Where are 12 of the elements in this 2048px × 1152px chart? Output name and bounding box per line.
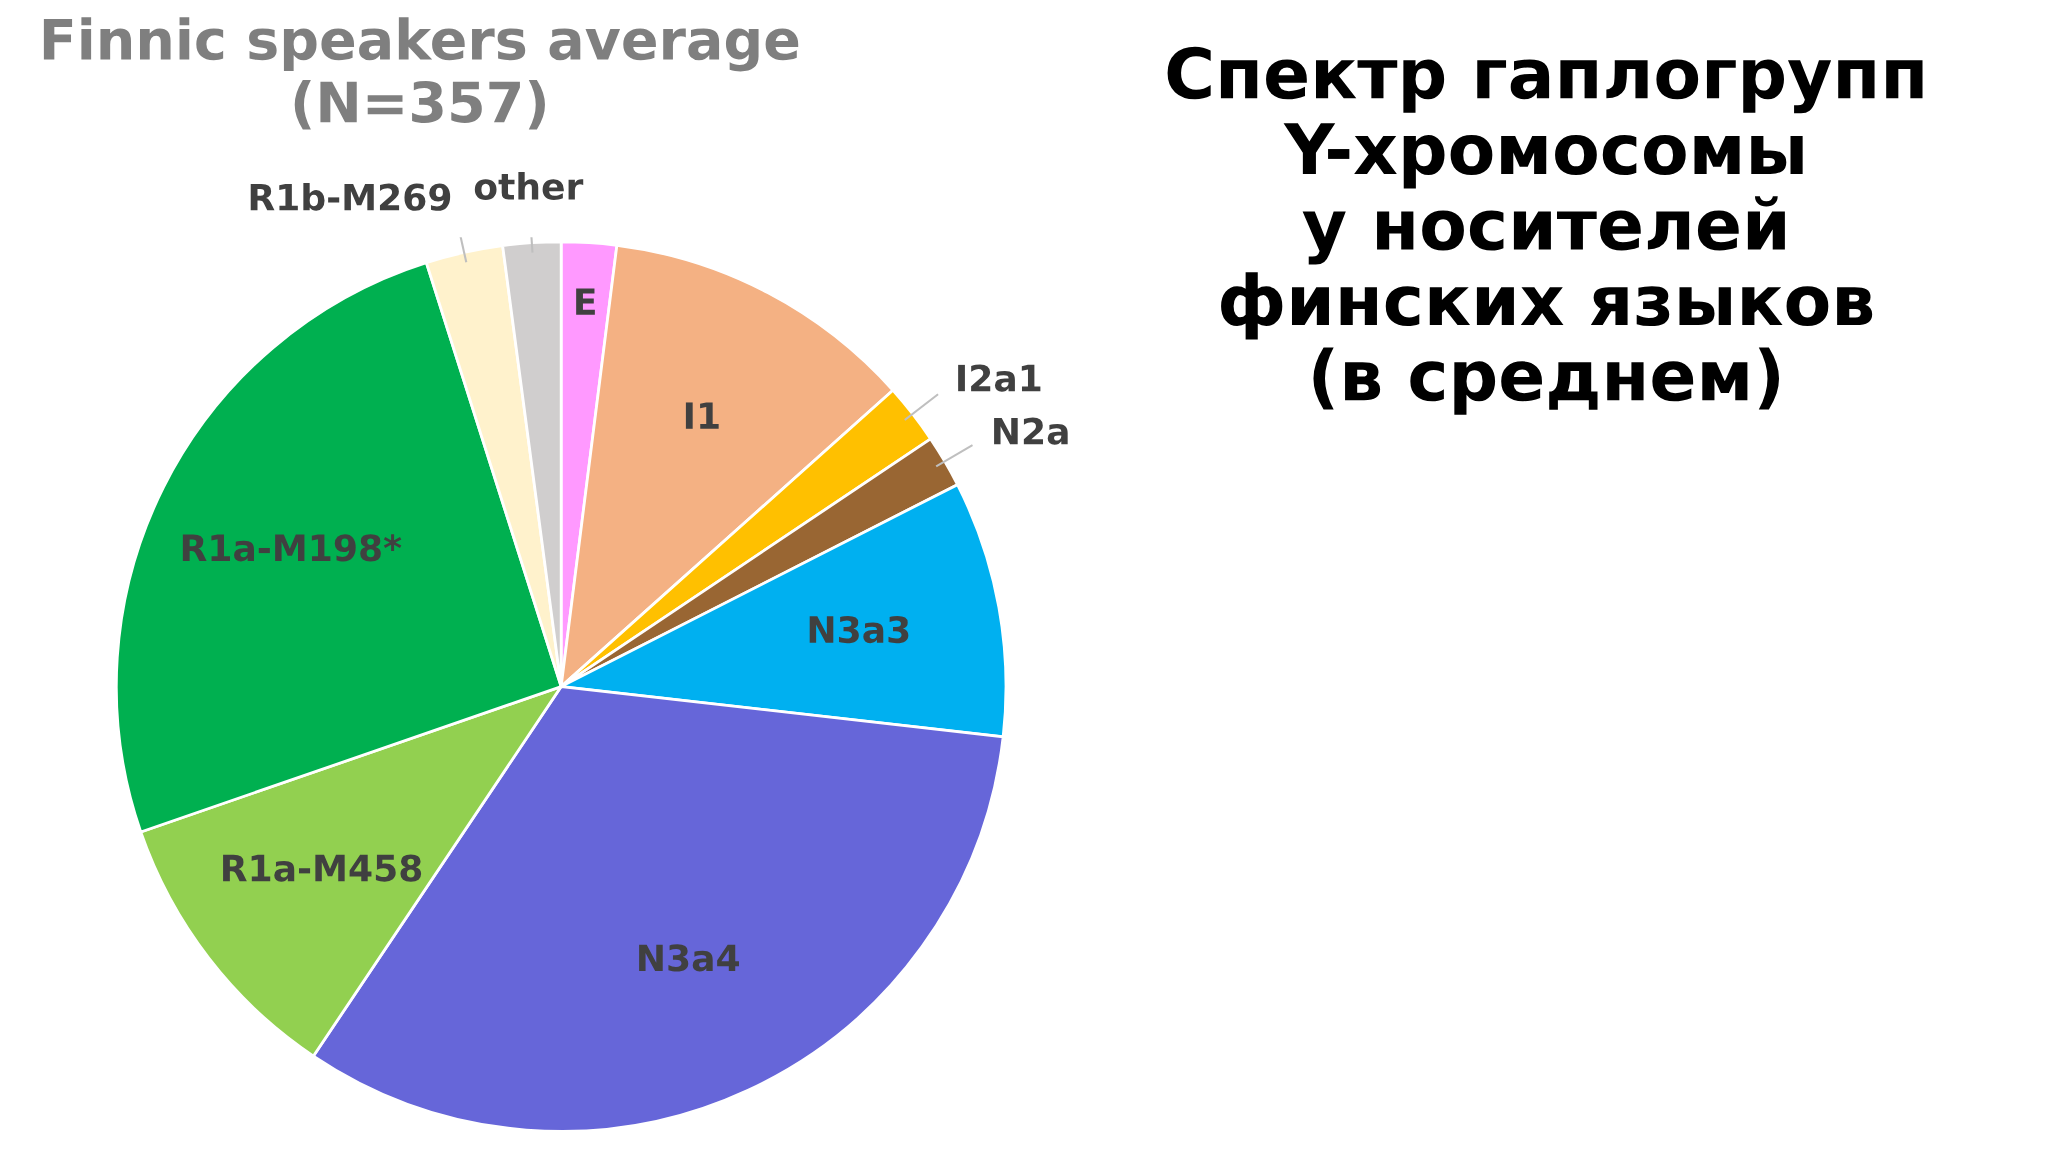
slice-label: R1b-M269 (250, 182, 451, 211)
slice-label: R1a-M198* (182, 534, 402, 562)
slice-label: E (576, 288, 595, 315)
slice-label: N2a (994, 417, 1068, 445)
slice-label: I1 (685, 402, 719, 429)
slice-label: other (474, 171, 584, 200)
slice-label: I2a1 (958, 364, 1041, 392)
chart-title: Finnic speakers average (N=357) (43, 17, 799, 130)
slice-label: N3a3 (809, 615, 909, 644)
text: Спектр гаплогрупп Y-хромосомы у носителей финских языков (в среднем) (1167, 46, 1923, 415)
slice-label: R1a-M458 (223, 854, 422, 882)
slice-label: N3a4 (639, 944, 739, 972)
